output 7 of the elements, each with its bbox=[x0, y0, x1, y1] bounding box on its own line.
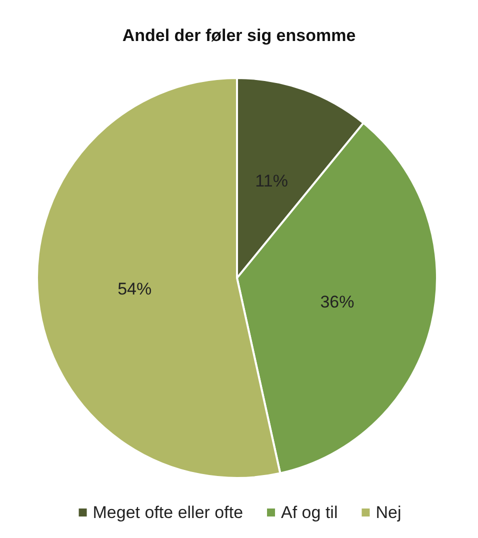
legend-label: Af og til bbox=[281, 503, 338, 522]
data-label: 36% bbox=[320, 292, 354, 312]
data-label: 54% bbox=[118, 280, 152, 299]
chart-title: Andel der føler sig ensomme bbox=[122, 26, 356, 45]
legend-label: Nej bbox=[376, 503, 402, 522]
legend-label: Meget ofte eller ofte bbox=[92, 503, 244, 522]
data-label: 11% bbox=[255, 171, 288, 190]
